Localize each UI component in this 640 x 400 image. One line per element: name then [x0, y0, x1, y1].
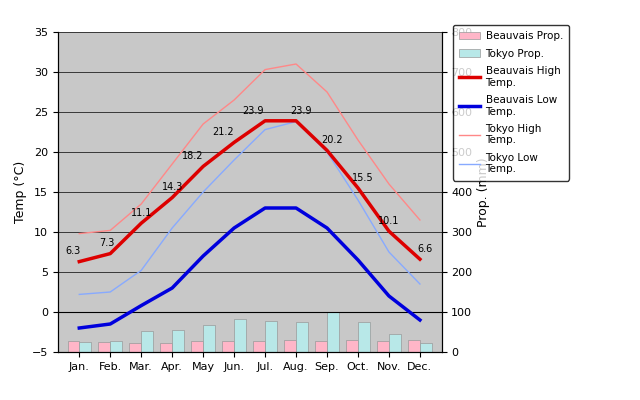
Bar [253, 341, 265, 352]
Bar [79, 342, 91, 352]
Bar [346, 340, 358, 352]
Bar [389, 334, 401, 352]
Bar [191, 341, 203, 352]
Text: 14.3: 14.3 [161, 182, 183, 192]
Bar [172, 330, 184, 352]
Text: 6.6: 6.6 [417, 244, 432, 254]
Y-axis label: Temp (°C): Temp (°C) [14, 161, 28, 223]
Bar [296, 322, 308, 352]
Bar [358, 322, 370, 352]
Bar [316, 341, 327, 352]
Text: 23.9: 23.9 [290, 106, 312, 116]
Text: 23.9: 23.9 [242, 106, 264, 116]
Bar [203, 325, 215, 352]
Bar [408, 340, 420, 352]
Legend: Beauvais Prop., Tokyo Prop., Beauvais High
Temp., Beauvais Low
Temp., Tokyo High: Beauvais Prop., Tokyo Prop., Beauvais Hi… [453, 25, 569, 180]
Bar [265, 321, 277, 352]
Bar [99, 342, 110, 352]
Text: 21.2: 21.2 [212, 127, 234, 137]
Bar [327, 312, 339, 352]
Text: 18.2: 18.2 [182, 151, 203, 161]
Bar [234, 319, 246, 352]
Bar [141, 331, 153, 352]
Bar [420, 343, 432, 352]
Text: 11.1: 11.1 [131, 208, 152, 218]
Bar [161, 343, 172, 352]
Text: 15.5: 15.5 [352, 173, 374, 183]
Text: 7.3: 7.3 [99, 238, 115, 248]
Text: 10.1: 10.1 [378, 216, 399, 226]
Text: 6.3: 6.3 [65, 246, 81, 256]
Bar [67, 341, 79, 352]
Bar [377, 341, 389, 352]
Y-axis label: Prop. (mm): Prop. (mm) [477, 157, 490, 227]
Text: 20.2: 20.2 [321, 135, 342, 145]
Bar [284, 340, 296, 352]
Bar [222, 341, 234, 352]
Bar [110, 341, 122, 352]
Bar [129, 343, 141, 352]
